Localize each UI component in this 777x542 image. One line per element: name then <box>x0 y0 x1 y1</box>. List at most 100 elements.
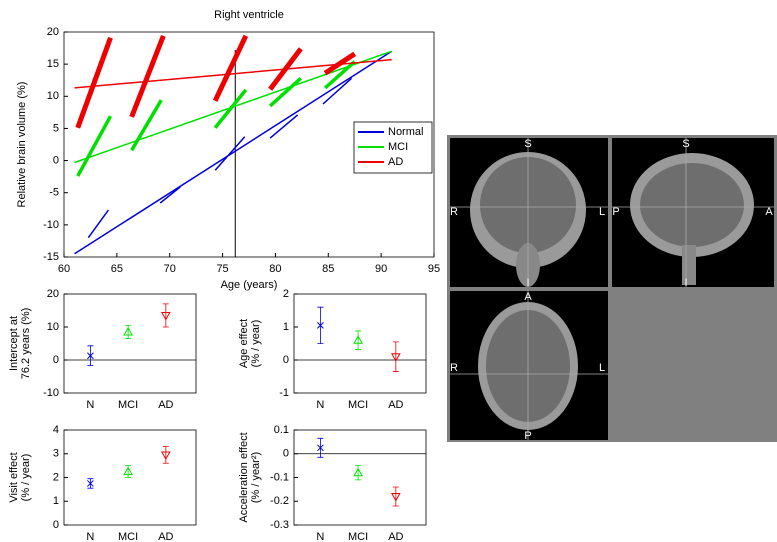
x-axis-label: Age (years) <box>221 279 278 291</box>
orientation-label: R <box>450 206 458 218</box>
y-tick-label: 0 <box>283 448 289 460</box>
y-tick-label: -0.1 <box>270 471 289 483</box>
y-tick-label: 0 <box>283 354 289 366</box>
y-axis-label: (% / year) <box>20 454 32 502</box>
rate-segment <box>129 34 166 118</box>
x-tick-label: AD <box>388 531 403 542</box>
point-marker <box>123 466 133 476</box>
y-tick-label: 0 <box>53 519 59 531</box>
y-axis-label: Age effect <box>238 319 250 368</box>
y-axis-label: Relative brain volume (%) <box>16 82 28 208</box>
legend-label: Normal <box>388 126 423 138</box>
rate-segment <box>323 60 356 90</box>
y-tick-label: 10 <box>47 90 59 102</box>
rate-segment <box>213 88 248 129</box>
y-tick-label: -15 <box>43 251 59 263</box>
mri-axial <box>450 291 608 440</box>
rate-segment <box>322 77 353 105</box>
point-marker <box>160 311 171 321</box>
mri-sagittal <box>612 138 774 287</box>
y-tick-label: 0 <box>53 154 59 166</box>
orientation-label: P <box>612 206 619 218</box>
x-tick-label: MCI <box>348 399 368 411</box>
rate-segment <box>87 209 110 239</box>
orientation-label: I <box>684 277 687 289</box>
y-tick-label: 2 <box>283 288 289 300</box>
y-axis-label: Intercept at <box>8 316 20 371</box>
x-tick-label: N <box>86 531 94 542</box>
y-tick-label: 20 <box>47 26 59 38</box>
point-marker <box>160 451 171 460</box>
mri-coronal <box>450 138 608 287</box>
orientation-label: L <box>599 362 605 374</box>
point-marker <box>353 335 363 344</box>
x-tick-label: MCI <box>118 531 138 542</box>
y-axis-label: (% / year) <box>250 320 262 368</box>
mri-crosshairs <box>450 138 774 440</box>
orientation-label: I <box>526 277 529 289</box>
x-tick-label: 90 <box>375 263 387 275</box>
y-tick-label: 5 <box>53 122 59 134</box>
orientation-label: A <box>765 206 773 218</box>
x-tick-label: 75 <box>216 263 228 275</box>
x-tick-label: 65 <box>111 263 123 275</box>
rate-segment <box>76 115 113 177</box>
plot-area <box>293 429 427 526</box>
y-tick-label: -5 <box>49 187 59 199</box>
y-tick-label: 4 <box>53 424 59 436</box>
x-tick-label: 85 <box>322 263 334 275</box>
point-marker <box>87 480 94 487</box>
orientation-label: L <box>599 206 605 218</box>
rate-segment <box>212 34 249 102</box>
y-axis-label: Acceleration effect <box>238 432 250 522</box>
y-tick-label: 10 <box>47 321 59 333</box>
y-tick-label: 1 <box>53 495 59 507</box>
x-tick-label: AD <box>388 399 403 411</box>
y-axis-label: (% / year²) <box>250 452 262 503</box>
point-marker <box>87 352 94 360</box>
point-marker <box>317 321 324 329</box>
y-tick-label: 0 <box>53 354 59 366</box>
rate-segment <box>269 114 299 139</box>
x-tick-label: N <box>316 399 324 411</box>
plot-area <box>63 293 197 394</box>
orientation-label: R <box>450 362 458 374</box>
rate-segment <box>130 99 163 152</box>
chart-title: Right ventricle <box>214 9 284 21</box>
legend-label: MCI <box>388 141 408 153</box>
error-bar <box>392 486 399 507</box>
y-tick-label: 0.1 <box>274 424 289 436</box>
y-tick-label: 20 <box>47 288 59 300</box>
rate-segment <box>75 36 113 129</box>
point-marker <box>123 326 133 336</box>
x-tick-label: MCI <box>348 531 368 542</box>
orientation-label: P <box>524 430 531 442</box>
trend-line <box>74 50 393 255</box>
point-marker <box>390 353 401 362</box>
legend-label: AD <box>388 156 403 168</box>
rate-segment <box>268 47 303 91</box>
orientation-label: S <box>524 138 531 150</box>
rate-segment <box>268 76 302 108</box>
y-tick-label: -10 <box>43 387 59 399</box>
error-bar <box>162 303 169 328</box>
y-axis-label: 76.2 years (%) <box>20 308 32 380</box>
x-tick-label: AD <box>158 399 173 411</box>
point-marker <box>390 493 401 502</box>
error-bar <box>392 341 399 372</box>
x-tick-label: 80 <box>269 263 281 275</box>
y-tick-label: 15 <box>47 58 59 70</box>
orientation-label: S <box>682 138 689 150</box>
x-tick-label: 60 <box>58 263 70 275</box>
y-tick-label: 2 <box>53 471 59 483</box>
point-marker <box>317 444 324 452</box>
y-tick-label: -10 <box>43 219 59 231</box>
error-bar <box>355 330 362 350</box>
x-tick-label: N <box>86 399 94 411</box>
x-tick-label: MCI <box>118 399 138 411</box>
y-tick-label: 1 <box>283 321 289 333</box>
orientation-label: A <box>524 291 532 303</box>
point-marker <box>353 467 363 477</box>
x-tick-label: 95 <box>428 263 440 275</box>
